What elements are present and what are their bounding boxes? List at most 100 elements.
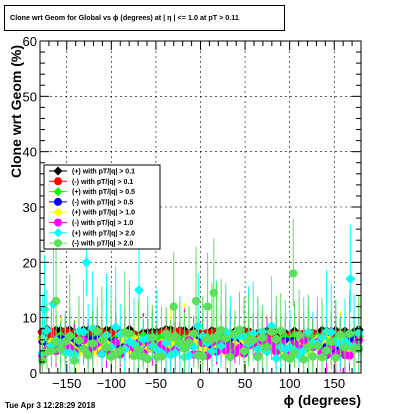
legend-entry: (+) with pT/|q| > 0.1 [49, 166, 135, 176]
data-point [235, 325, 244, 335]
legend-entry: (-) with pT/|q| > 0.1 [49, 177, 133, 186]
data-point [51, 296, 61, 306]
data-points [37, 208, 364, 373]
y-tick-label: 40 [23, 145, 37, 160]
legend-label: (-) with pT/|q| > 0.5 [72, 199, 133, 206]
legend-marker [54, 218, 62, 227]
legend-marker [53, 207, 63, 217]
x-tick-label: 50 [238, 376, 252, 391]
legend-label: (+) with pT/|q| > 0.5 [72, 189, 135, 196]
y-tick-label: 60 [23, 34, 37, 49]
data-point [184, 350, 195, 361]
data-point [102, 343, 111, 352]
data-point [354, 344, 363, 353]
legend-marker [53, 228, 63, 238]
data-point [180, 344, 189, 354]
legend-entry: (+) with pT/|q| > 0.5 [49, 187, 135, 197]
legend-entry: (+) with pT/|q| > 2.0 [49, 228, 135, 238]
data-point [81, 257, 92, 268]
data-point [345, 329, 354, 338]
data-point [38, 356, 47, 365]
ticks [40, 40, 361, 374]
legend-label: (+) with pT/|q| > 0.1 [72, 169, 135, 176]
data-point [340, 343, 350, 352]
data-point [175, 338, 185, 347]
x-tick-label: 150 [323, 376, 345, 391]
data-point [169, 302, 178, 311]
x-tick-label: −150 [52, 376, 81, 391]
y-tick-label: 10 [23, 311, 37, 326]
data-point [289, 269, 298, 278]
data-point [276, 326, 285, 336]
data-point [148, 333, 157, 342]
chart-title: Clone wrt Geom for Global vs ϕ (degrees)… [4, 5, 285, 31]
data-point [56, 345, 65, 354]
x-tick-label: −50 [145, 376, 167, 391]
legend-marker [54, 239, 62, 248]
data-point [125, 329, 134, 339]
legend-marker [54, 197, 62, 206]
data-point [129, 351, 139, 361]
data-point [294, 331, 304, 340]
data-point [203, 302, 212, 311]
data-point [262, 342, 272, 352]
data-point [97, 335, 107, 345]
data-point [345, 273, 356, 284]
series-8 [38, 219, 363, 373]
data-point [209, 288, 219, 297]
data-point [322, 346, 331, 355]
legend: (+) with pT/|q| > 0.1 (-) with pT/|q| > 0… [43, 164, 161, 250]
data-point [226, 352, 235, 362]
data-point [239, 346, 249, 356]
legend-label: (+) with pT/|q| > 2.0 [72, 230, 135, 237]
data-point [336, 330, 345, 340]
data-point [189, 329, 198, 339]
data-point [253, 352, 263, 362]
y-tick-label: 20 [23, 255, 37, 270]
legend-marker [54, 177, 62, 186]
legend-box [43, 164, 161, 250]
data-point [249, 335, 258, 345]
data-point [88, 339, 97, 348]
data-point [184, 338, 194, 347]
data-point [65, 331, 75, 341]
data-point [83, 351, 93, 360]
legend-entry: (+) with pT/|q| > 1.0 [49, 207, 135, 217]
data-point [51, 337, 61, 347]
data-point [93, 327, 102, 336]
data-point [313, 341, 322, 351]
legend-label: (-) with pT/|q| > 1.0 [72, 220, 133, 227]
x-tick-label: 100 [279, 376, 301, 391]
y-tick-label: 50 [23, 89, 37, 104]
data-point [116, 346, 125, 356]
data-point [133, 285, 144, 295]
data-point [216, 325, 226, 335]
legend-marker [53, 187, 63, 197]
data-point [74, 336, 84, 345]
data-point [267, 327, 276, 337]
data-point [143, 354, 152, 364]
legend-marker [53, 166, 63, 176]
y-tick-label: 0 [30, 366, 37, 381]
y-tick-label: 30 [23, 200, 37, 215]
data-point [79, 344, 88, 353]
legend-entry: (-) with pT/|q| > 1.0 [49, 218, 133, 227]
data-point [304, 342, 313, 352]
data-point [157, 352, 166, 361]
data-point [271, 353, 282, 364]
timestamp: Tue Apr 3 12:28:29 2018 [5, 401, 96, 410]
data-point [212, 332, 221, 342]
data-point [308, 352, 318, 361]
y-axis-label: Clone wrt Geom (%) [8, 45, 24, 178]
data-point [317, 353, 327, 362]
x-tick-label: 0 [197, 376, 204, 391]
data-point [326, 337, 336, 347]
data-point [134, 345, 143, 354]
legend-entry: (-) with pT/|q| > 2.0 [49, 239, 133, 248]
data-point [70, 356, 79, 365]
legend-label: (+) with pT/|q| > 1.0 [72, 210, 135, 217]
data-point [221, 334, 230, 343]
legend-label: (-) with pT/|q| > 0.1 [72, 179, 133, 186]
data-point [191, 296, 201, 306]
